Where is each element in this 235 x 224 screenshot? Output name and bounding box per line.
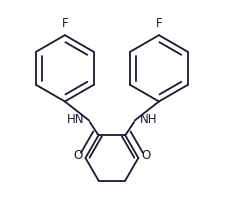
Text: O: O	[73, 149, 82, 162]
Text: F: F	[62, 17, 68, 30]
Text: HN: HN	[67, 113, 84, 126]
Text: NH: NH	[140, 113, 157, 126]
Text: F: F	[156, 17, 162, 30]
Text: O: O	[141, 149, 150, 162]
